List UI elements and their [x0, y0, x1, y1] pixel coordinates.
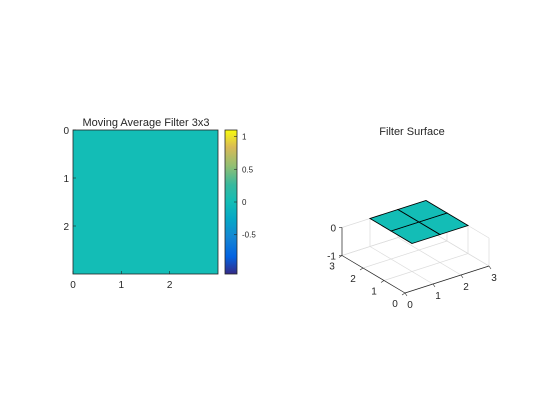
- surface-y-tick-label: 2: [350, 274, 356, 285]
- surface-floor-gridline: [397, 237, 462, 276]
- colorbar-tick-label: 0: [242, 198, 247, 207]
- heatmap-y-tick-label: 2: [63, 222, 69, 233]
- surface-x-axis-line: [404, 265, 490, 294]
- surface-x-tick-label: 1: [435, 291, 441, 302]
- heatmap-x-tick-label: 0: [70, 280, 76, 291]
- surface-axes: [341, 227, 490, 294]
- heatmap-y-tick-label: 1: [63, 174, 69, 185]
- colorbar: 1 0.5 0 -0.5: [224, 129, 256, 275]
- surface-patches: [368, 200, 470, 244]
- heatmap-x-tick-label: 1: [119, 280, 125, 291]
- surface-floor-gridline: [369, 246, 434, 285]
- heatmap-x-axis: 0 1 2: [70, 271, 173, 291]
- heatmap-y-tick-label: 0: [63, 126, 69, 137]
- surface-x-tick-label: 3: [491, 273, 497, 284]
- heatmap-title: Moving Average Filter 3x3: [83, 117, 210, 129]
- heatmap-image: [73, 130, 218, 274]
- surface-patch: [396, 200, 449, 223]
- heatmap-chart: Moving Average Filter 3x3 0 1 2 0 1 2: [63, 117, 219, 291]
- surface-x-tick-mark: [404, 292, 408, 297]
- colorbar-tick-label: -0.5: [242, 231, 256, 240]
- surface-chart: Filter Surface 0 1 2 3 0 1 2 3 0 -1: [327, 126, 497, 311]
- surface-y-tick-mark: [380, 280, 385, 283]
- colorbar-tick-label: 1: [242, 133, 247, 142]
- heatmap-y-axis: 0 1 2: [63, 126, 76, 233]
- surface-y-tick-mark: [359, 267, 364, 271]
- surface-ticks: 0 1 2 3 0 1 2 3 0 -1: [327, 224, 497, 312]
- surface-z-tick-label: 0: [330, 224, 336, 235]
- colorbar-tick-label: 0.5: [242, 165, 254, 174]
- surface-y-tick-mark: [401, 292, 406, 296]
- surface-title: Filter Surface: [379, 126, 444, 138]
- surface-y-tick-label: 1: [371, 287, 377, 298]
- surface-y-tick-label: 0: [392, 299, 398, 310]
- surface-x-tick-label: 2: [463, 282, 469, 293]
- heatmap-x-tick-label: 2: [167, 280, 173, 291]
- surface-y-tick-label: 3: [329, 262, 335, 273]
- surface-x-tick-mark: [432, 283, 436, 288]
- heatmap-axes-box: [72, 129, 219, 275]
- surface-floor-gridline: [362, 240, 448, 269]
- surface-y-tick-mark: [338, 255, 343, 258]
- surface-z-tick-label: -1: [327, 252, 336, 263]
- surface-x-tick-label: 0: [407, 300, 413, 311]
- surface-floor-gridline: [383, 253, 469, 281]
- surface-x-tick-mark: [460, 274, 464, 279]
- surface-x-tick-mark: [488, 265, 492, 270]
- surface-y-axis-line: [341, 255, 406, 294]
- colorbar-ticks: 1 0.5 0 -0.5: [234, 133, 256, 240]
